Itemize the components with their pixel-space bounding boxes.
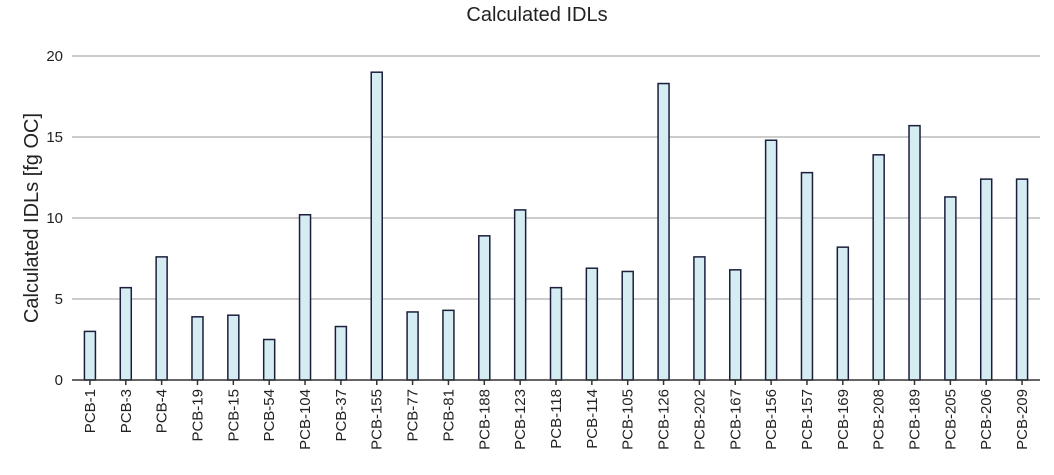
x-tick-label: PCB-155 [369,389,386,450]
bar-pcb-205 [944,196,957,381]
y-tick-label: 0 [55,372,63,389]
bar-pcb-37 [334,325,348,381]
x-tick-label: PCB-188 [476,389,493,450]
gridlines [72,55,1040,300]
bar-pcb-126 [657,82,670,381]
x-tick-label: PCB-15 [225,389,242,442]
x-tick-label: PCB-126 [656,389,673,450]
bar-pcb-19 [191,316,204,381]
x-tick-label: PCB-77 [405,389,422,442]
x-tick-label: PCB-205 [942,389,959,450]
y-tick-label: 5 [55,291,63,308]
y-tick-label: 10 [46,210,63,227]
y-tick-label: 20 [46,48,63,65]
bar-pcb-206 [979,178,993,381]
bar-pcb-118 [549,286,563,381]
x-tick-label: PCB-123 [512,389,529,450]
bar-pcb-188 [478,235,491,381]
bar-pcb-104 [298,214,312,381]
x-tick-label: PCB-167 [727,389,744,450]
bar-pcb-77 [406,311,419,381]
y-axis-label: Calculated IDLs [fg OC] [21,113,43,323]
x-tick-label: PCB-54 [261,389,278,442]
y-tick-labels: 0 5 10 15 20 [46,48,63,389]
x-tick-label: PCB-4 [154,389,171,433]
bar-pcb-189 [908,124,921,381]
x-tick-label: PCB-169 [835,389,852,450]
bar-pcb-202 [693,256,706,381]
bar-pcb-167 [729,269,742,381]
x-tick-label: PCB-206 [978,389,995,450]
bar-pcb-155 [370,71,383,381]
x-tick-label: PCB-157 [799,389,816,450]
x-tick-label: PCB-104 [297,389,314,450]
bar-pcb-114 [585,267,599,381]
x-tick-label: PCB-208 [871,389,888,450]
x-tick-labels: PCB-1 PCB-3 PCB-4 PCB-19 PCB-15 PCB-54 PCB-104… [82,380,1031,450]
x-tick-label: PCB-3 [118,389,135,433]
x-tick-label: PCB-118 [548,389,565,449]
x-tick-label: PCB-37 [333,389,350,442]
bar-pcb-156 [764,139,778,381]
bar-pcb-208 [872,154,885,381]
bar-pcb-15 [227,314,240,381]
bar-pcb-81 [442,309,455,381]
bar-pcb-54 [262,338,276,381]
x-tick-label: PCB-1 [82,389,99,433]
chart-title: Calculated IDLs [466,4,607,26]
x-tick-label: PCB-105 [620,389,637,450]
bars [83,71,1029,381]
bar-pcb-157 [800,171,814,381]
bar-pcb-3 [119,286,133,381]
bar-pcb-169 [836,246,850,381]
bar-pcb-123 [513,209,527,381]
x-tick-label: PCB-209 [1014,389,1031,450]
x-tick-label: PCB-202 [691,389,708,450]
x-tick-label: PCB-81 [440,389,457,442]
bar-pcb-4 [155,256,168,381]
x-tick-label: PCB-156 [763,389,780,450]
bar-pcb-209 [1015,178,1029,381]
bar-pcb-105 [621,270,634,381]
bar-pcb-1 [83,330,97,381]
x-tick-label: PCB-114 [584,389,601,449]
y-tick-label: 15 [46,129,63,146]
x-tick-label: PCB-19 [189,389,206,442]
x-tick-label: PCB-189 [907,389,924,450]
